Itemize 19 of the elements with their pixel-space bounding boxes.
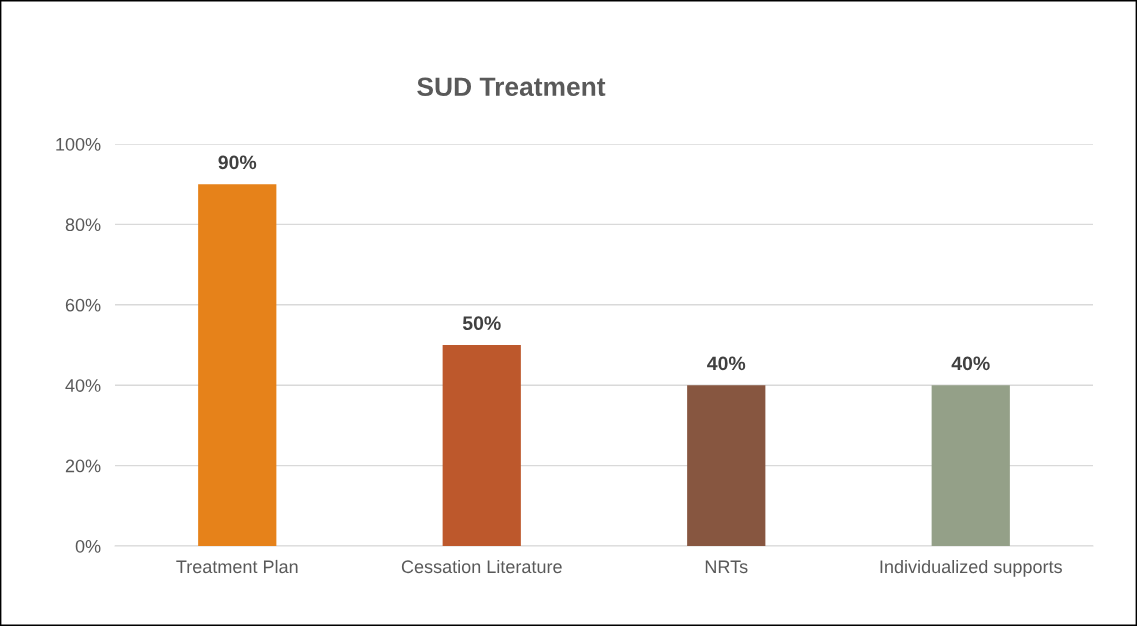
bar: [931, 385, 1010, 546]
x-tick-label: NRTs: [705, 560, 748, 574]
y-tick-label: 0%: [75, 539, 101, 553]
bar: [198, 184, 277, 546]
y-tick-label: 100%: [56, 137, 101, 151]
y-tick-label: 20%: [65, 459, 101, 473]
y-tick-label: 80%: [65, 218, 101, 232]
data-label: 90%: [218, 155, 257, 170]
data-label: 40%: [707, 356, 746, 371]
data-label: 50%: [462, 316, 501, 331]
x-tick-label: Cessation Literature: [401, 559, 562, 574]
x-tick-label: Individualized supports: [880, 559, 1062, 577]
x-tick-label: Treatment Plan: [176, 559, 298, 574]
y-tick-label: 60%: [65, 298, 101, 312]
bar: [687, 385, 766, 546]
bar: [442, 345, 521, 546]
chart-title: SUD Treatment: [417, 77, 606, 97]
y-tick-label: 40%: [65, 379, 101, 392]
data-label: 40%: [951, 356, 990, 371]
